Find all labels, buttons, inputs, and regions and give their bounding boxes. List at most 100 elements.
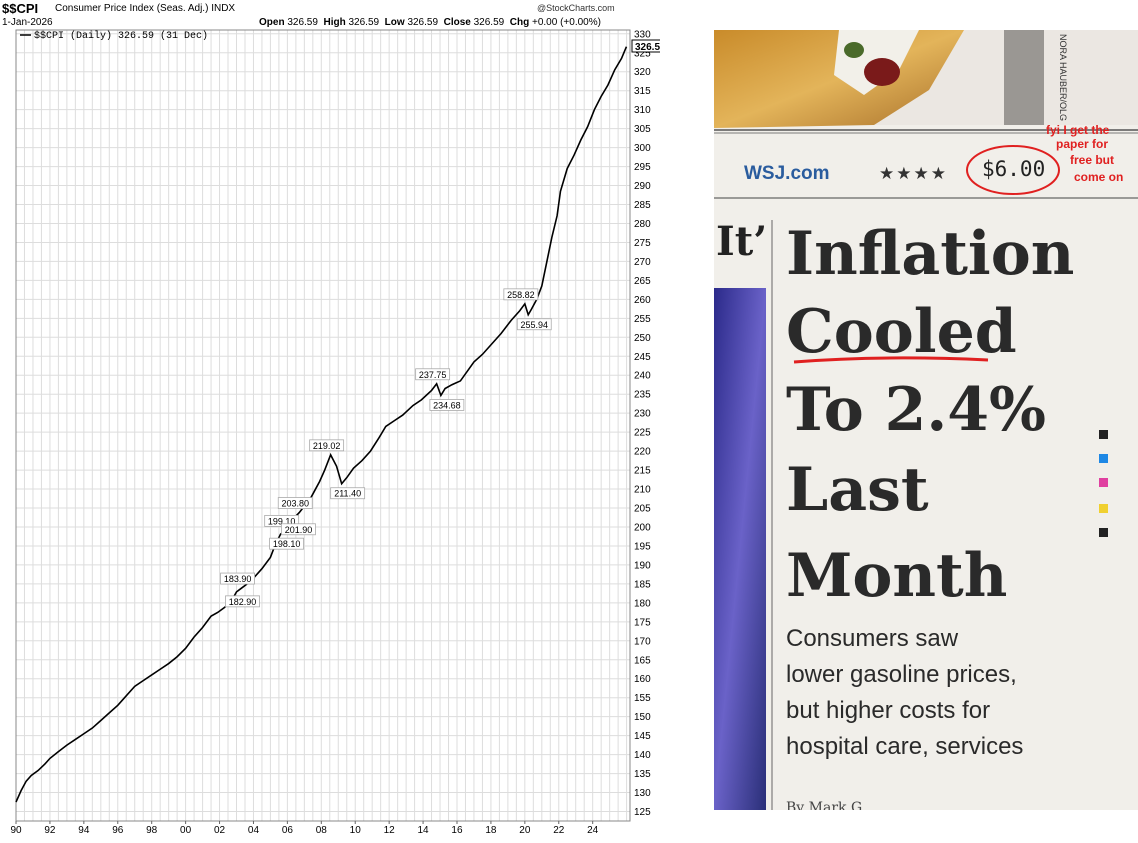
x-tick-label: 98 [146,825,158,836]
edition-stars: ★★★★ [879,164,948,184]
annotation-box [415,368,451,381]
y-tick-label: 295 [634,162,651,173]
subhead: Consumers saw lower gasoline prices, but… [786,625,1023,760]
swatch-5 [1099,528,1108,537]
y-tick-label: 255 [634,314,651,325]
x-tick-label: 16 [451,825,463,836]
chart-symbol: $$CPI [2,1,39,16]
subhead-line-1: Consumers saw [786,625,959,652]
y-tick-label: 140 [634,750,651,761]
annotation-box [330,487,366,500]
last-value-box [631,39,660,53]
y-tick-label: 250 [634,333,651,344]
quote-date: 1-Jan-2026 [2,17,53,28]
x-tick-label: 24 [587,825,599,836]
y-tick-label: 260 [634,295,651,306]
headline-line-1: Inflation [786,219,1074,289]
annotation-box [269,537,304,550]
subhead-line-2: lower gasoline prices, [786,661,1017,688]
x-tick-label: 00 [180,825,192,836]
high-label: High [323,17,346,28]
chg-value: +0.00 (+0.00%) [532,17,601,28]
paper-background [714,30,1138,810]
note-line-1: fyi I get the [1046,123,1110,137]
x-tick-label: 90 [10,825,22,836]
headline-line-2: Cooled [786,297,1017,367]
prev-headline-fragment: It’ [716,218,767,265]
annotation-label: 201.90 [285,525,313,535]
legend-label: $$CPI (Daily) 326.59 (31 Dec) [34,30,208,42]
note-line-2: paper for [1056,137,1108,151]
y-tick-label: 220 [634,447,651,458]
y-tick-label: 190 [634,560,651,571]
y-tick-label: 130 [634,788,651,799]
open-label: Open [259,17,285,28]
left-image [714,288,766,810]
x-tick-label: 12 [384,825,396,836]
swatch-4 [1099,504,1108,513]
index-name: Consumer Price Index (Seas. Adj.) INDX [55,3,235,14]
low-value: 326.59 [407,17,439,28]
y-tick-label: 205 [634,504,651,515]
annotation-box [277,497,313,509]
y-tick-label: 225 [634,428,651,439]
y-tick-label: 300 [634,143,651,154]
y-tick-label: 185 [634,579,651,590]
y-tick-label: 330 [634,29,651,40]
annotation-label: 237.75 [419,370,447,380]
annotation: 182.90 [225,595,260,608]
print-registration-swatches [1099,430,1108,537]
low-label: Low [384,17,405,28]
headline-line-3: To 2.4% [786,375,1046,445]
annotation-label: 182.90 [229,597,257,607]
x-tick-label: 18 [485,825,497,836]
headline-line-4: Last [786,455,929,525]
annotation-label: 255.94 [520,320,548,330]
newspaper-price: $6.00 [982,157,1045,181]
y-tick-label: 175 [634,617,651,628]
y-tick-label: 325 [634,48,651,59]
annotation: 183.90 [220,572,255,585]
last-value-marker: 326.59 [631,39,660,53]
y-tick-label: 310 [634,105,651,116]
annotation: 234.68 [429,399,465,411]
y-tick-label: 215 [634,466,651,477]
annotation-label: 234.68 [433,400,461,410]
y-tick-label: 165 [634,655,651,666]
ohlc-bar: Open 326.59 High 326.59 Low 326.59 Close… [259,17,601,28]
annotation: 198.10 [269,537,304,550]
y-tick-label: 195 [634,541,651,552]
annotation-box [309,439,345,452]
headline: Inflation Cooled To 2.4% Last Month [786,219,1074,611]
x-tick-label: 02 [214,825,226,836]
x-tick-label: 14 [418,825,430,836]
y-tick-label: 150 [634,712,651,723]
close-label: Close [443,17,471,28]
price-circle [966,145,1060,195]
x-tick-label: 04 [248,825,260,836]
newspaper-photo: NORA HAUBER/OLG WSJ.com ★★★★ $6.00 fyi I… [714,30,1138,810]
y-tick-label: 235 [634,390,651,401]
y-tick-label: 135 [634,769,651,780]
high-value: 326.59 [348,17,380,28]
plot-frame [15,29,631,822]
subhead-line-4: hospital care, services [786,733,1023,760]
y-tick-label: 160 [634,674,651,685]
swatch-1 [1099,430,1108,439]
cooled-underline [793,356,989,364]
byline-fragment: By Mark G [786,800,862,810]
x-tick-label: 22 [553,825,565,836]
annotation-box [429,399,465,411]
newspaper-svg: NORA HAUBER/OLG WSJ.com ★★★★ $6.00 fyi I… [714,30,1138,810]
note-line-4: come on [1074,170,1123,184]
annotation-label: 183.90 [224,574,252,584]
annotation: 237.75 [415,368,451,381]
x-tick-label: 92 [44,825,56,836]
annotation-box [503,288,539,301]
annotation-label: 211.40 [334,489,361,499]
annotation-box [281,523,316,536]
swatch-2 [1099,454,1108,463]
x-tick-label: 08 [316,825,328,836]
food-photo: NORA HAUBER/OLG [714,30,1138,128]
chg-label: Chg [509,17,530,28]
